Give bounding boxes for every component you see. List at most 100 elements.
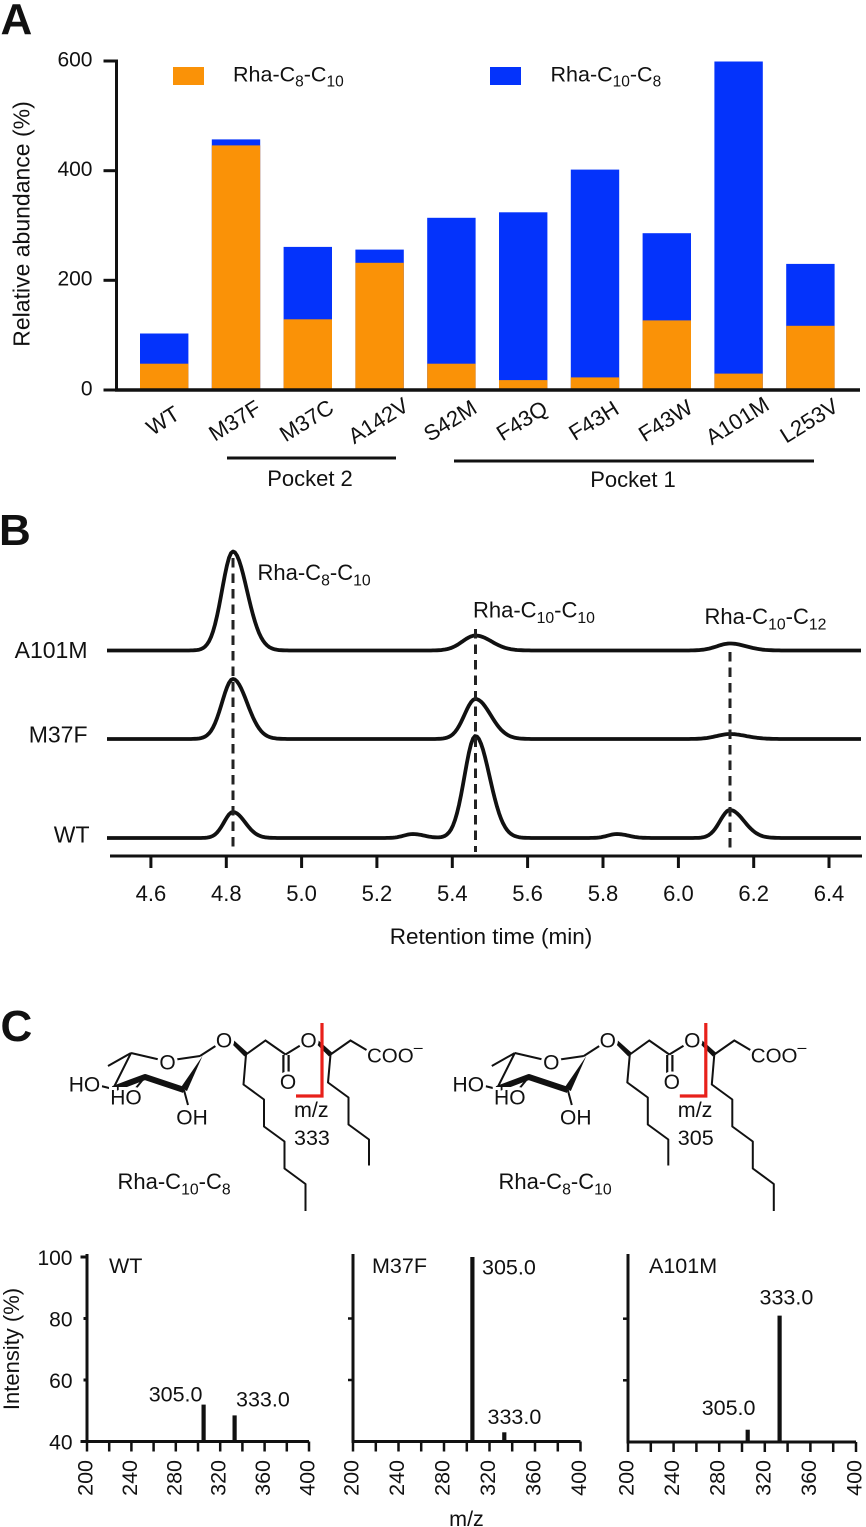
svg-text:O: O: [543, 1052, 559, 1075]
svg-text:HO: HO: [110, 1087, 142, 1110]
svg-text:100: 100: [37, 1247, 72, 1270]
svg-text:A101M: A101M: [649, 1254, 717, 1278]
svg-text:Rha-C8​-C10​: Rha-C8​-C10​: [499, 1169, 612, 1198]
svg-text:HO: HO: [69, 1074, 101, 1097]
svg-text:Retention time (min): Retention time (min): [390, 924, 593, 949]
svg-text:333.0: 333.0: [236, 1388, 290, 1412]
svg-text:280: 280: [162, 1460, 186, 1496]
svg-text:360: 360: [251, 1460, 275, 1496]
svg-text:A: A: [1, 0, 33, 44]
svg-text:6.2: 6.2: [738, 881, 769, 906]
svg-text:F43Q: F43Q: [492, 395, 552, 445]
svg-text:Rha-C10​-C8​: Rha-C10​-C8​: [551, 63, 662, 91]
svg-text:Rha-C10​-C10​: Rha-C10​-C10​: [473, 598, 595, 627]
svg-text:A101M: A101M: [15, 637, 88, 663]
svg-text:Rha-C10​-C12​: Rha-C10​-C12​: [705, 604, 827, 633]
svg-text:F43W: F43W: [634, 394, 697, 446]
svg-text:240: 240: [660, 1460, 684, 1496]
svg-text:O: O: [543, 1052, 559, 1075]
svg-text:305.0: 305.0: [702, 1396, 756, 1420]
svg-text:280: 280: [706, 1460, 730, 1496]
svg-text:360: 360: [522, 1460, 546, 1496]
svg-text:5.8: 5.8: [588, 881, 619, 906]
svg-text:280: 280: [431, 1460, 455, 1496]
svg-text:O: O: [300, 1030, 316, 1053]
svg-text:6.4: 6.4: [814, 881, 845, 906]
svg-text:M37F: M37F: [204, 395, 265, 446]
svg-text:305.0: 305.0: [149, 1383, 203, 1407]
svg-text:HO: HO: [69, 1074, 101, 1097]
svg-text:333.0: 333.0: [488, 1405, 542, 1429]
svg-text:O: O: [280, 1071, 296, 1094]
svg-text:COO–: COO–: [367, 1040, 423, 1068]
svg-text:OH: OH: [176, 1107, 208, 1130]
svg-text:Intensity (%): Intensity (%): [0, 1288, 24, 1410]
svg-text:A101M: A101M: [701, 392, 773, 450]
svg-text:OH: OH: [560, 1107, 592, 1130]
svg-text:A142V: A142V: [344, 392, 414, 448]
svg-text:320: 320: [751, 1460, 775, 1496]
svg-text:HO: HO: [453, 1074, 485, 1097]
svg-text:Relative abundance (%): Relative abundance (%): [9, 101, 35, 346]
svg-text:200: 200: [74, 1460, 98, 1496]
svg-text:200: 200: [615, 1460, 639, 1496]
svg-text:305.0: 305.0: [482, 1256, 536, 1280]
svg-text:Rha-C8​-C10​: Rha-C8​-C10​: [258, 560, 371, 589]
svg-text:O: O: [664, 1071, 680, 1094]
svg-text:4.8: 4.8: [211, 881, 242, 906]
svg-text:400: 400: [296, 1460, 320, 1496]
svg-text:S42M: S42M: [419, 395, 481, 447]
svg-text:m/z: m/z: [294, 1098, 329, 1122]
svg-text:333.0: 333.0: [760, 1286, 814, 1310]
svg-text:COO–: COO–: [751, 1040, 807, 1068]
svg-text:O: O: [600, 1030, 616, 1053]
svg-text:5.6: 5.6: [512, 881, 543, 906]
svg-text:WT: WT: [142, 401, 184, 440]
svg-text:6.0: 6.0: [663, 881, 694, 906]
svg-text:WT: WT: [109, 1254, 142, 1278]
svg-text:B: B: [0, 506, 31, 555]
svg-text:5.4: 5.4: [437, 881, 468, 906]
svg-text:200: 200: [340, 1460, 364, 1496]
svg-text:400: 400: [567, 1460, 591, 1496]
svg-text:OH: OH: [176, 1107, 208, 1130]
svg-text:320: 320: [476, 1460, 500, 1496]
svg-text:O: O: [600, 1030, 616, 1053]
svg-text:60: 60: [49, 1370, 72, 1393]
svg-text:Rha-C10​-C8​: Rha-C10​-C8​: [118, 1169, 231, 1198]
svg-text:Pocket 1: Pocket 1: [590, 467, 676, 492]
svg-text:80: 80: [49, 1309, 72, 1332]
svg-text:240: 240: [385, 1460, 409, 1496]
svg-text:WT: WT: [54, 822, 90, 848]
svg-text:m/z: m/z: [449, 1507, 484, 1527]
svg-text:m/z: m/z: [678, 1098, 713, 1122]
svg-text:5.0: 5.0: [286, 881, 317, 906]
svg-text:400: 400: [57, 158, 92, 181]
svg-text:M37F: M37F: [29, 722, 88, 748]
svg-text:HO: HO: [494, 1087, 526, 1110]
svg-text:HO: HO: [494, 1087, 526, 1110]
svg-text:Pocket 2: Pocket 2: [267, 466, 353, 491]
svg-text:5.2: 5.2: [362, 881, 393, 906]
svg-text:O: O: [216, 1030, 232, 1053]
svg-text:200: 200: [57, 268, 92, 291]
svg-text:O: O: [216, 1030, 232, 1053]
svg-text:HO: HO: [110, 1087, 142, 1110]
svg-text:O: O: [300, 1030, 316, 1053]
svg-text:M37F: M37F: [372, 1254, 427, 1278]
svg-text:O: O: [664, 1071, 680, 1094]
svg-text:Rha-C8​-C10​: Rha-C8​-C10​: [233, 63, 344, 91]
svg-text:O: O: [684, 1030, 700, 1053]
svg-text:O: O: [159, 1052, 175, 1075]
svg-text:40: 40: [49, 1432, 72, 1455]
svg-text:333: 333: [294, 1126, 330, 1150]
svg-text:O: O: [280, 1071, 296, 1094]
svg-text:HO: HO: [453, 1074, 485, 1097]
svg-text:240: 240: [118, 1460, 142, 1496]
svg-text:O: O: [159, 1052, 175, 1075]
svg-text:F43H: F43H: [564, 396, 623, 446]
svg-text:M37C: M37C: [275, 394, 338, 446]
svg-text:400: 400: [843, 1460, 866, 1496]
svg-text:O: O: [684, 1030, 700, 1053]
svg-text:OH: OH: [560, 1107, 592, 1130]
